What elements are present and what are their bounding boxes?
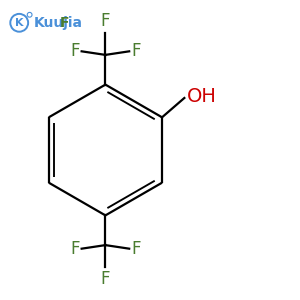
Text: F: F: [70, 240, 80, 258]
Text: OH: OH: [187, 87, 217, 106]
Text: F: F: [70, 42, 80, 60]
Text: F: F: [131, 240, 140, 258]
Text: F: F: [101, 12, 110, 30]
Text: K: K: [15, 18, 23, 28]
Text: F: F: [101, 270, 110, 288]
Text: F: F: [60, 16, 70, 30]
Text: Kuujia: Kuujia: [34, 16, 83, 30]
Text: F: F: [131, 42, 140, 60]
